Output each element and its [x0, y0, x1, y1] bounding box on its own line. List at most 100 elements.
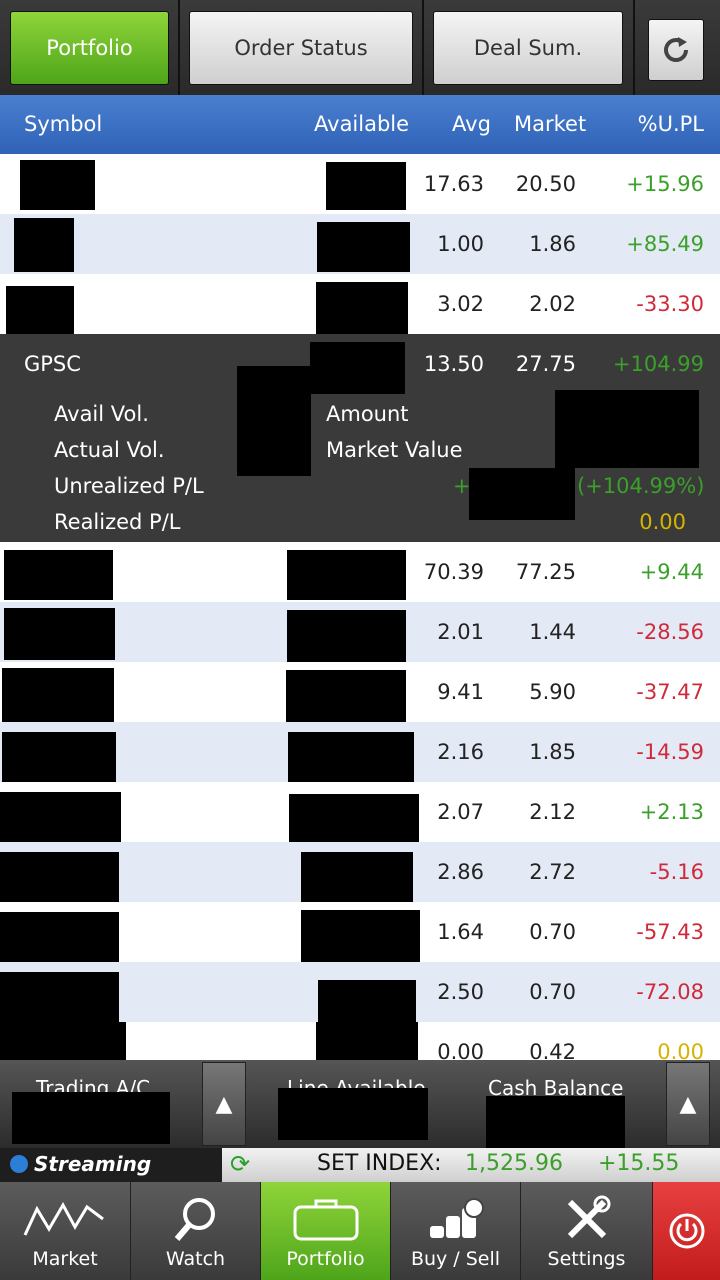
power-icon [653, 1206, 720, 1256]
row-market: 77.25 [516, 560, 576, 584]
nav-market-label: Market [0, 1248, 130, 1270]
account-summary-bar: Trading A/C ▲ Line Available Cash Balanc… [0, 1060, 720, 1148]
up-arrow-icon: ▲ [216, 1092, 233, 1117]
nav-watch-label: Watch [131, 1248, 260, 1270]
nav-buy-sell[interactable]: Buy / Sell [391, 1182, 521, 1280]
row-upl: +85.49 [626, 232, 704, 256]
row-market: 0.70 [529, 980, 576, 1004]
row-market: 20.50 [516, 172, 576, 196]
table-row[interactable]: 9.41 5.90 -37.47 [0, 662, 720, 722]
expanded-symbol: GPSC [24, 352, 81, 376]
index-ticker-bar: Streaming ⟳ SET INDEX: 1,525.96 +15.55 [0, 1148, 720, 1182]
set-index-change: +15.55 [598, 1151, 679, 1176]
table-row[interactable]: 1.00 1.86 +85.49 [0, 214, 720, 274]
unrealized-pct: (+104.99%) [577, 474, 704, 498]
expanded-avg: 13.50 [424, 352, 484, 376]
nav-market[interactable]: Market [0, 1182, 131, 1280]
set-index-label: SET INDEX: [317, 1151, 442, 1176]
redacted-volumes [237, 366, 311, 476]
avail-vol-label: Avail Vol. [54, 402, 149, 426]
portfolio-table-header: Symbol Available Avg Market %U.PL [0, 95, 720, 154]
briefcase-icon [261, 1194, 390, 1244]
redacted-symbol [0, 972, 119, 1022]
table-row[interactable]: 0.00 0.42 0.00 [0, 1022, 720, 1060]
tab-portfolio[interactable]: Portfolio [10, 11, 169, 85]
table-row[interactable]: 2.86 2.72 -5.16 [0, 842, 720, 902]
redacted-available [301, 852, 413, 902]
redacted-available [326, 162, 406, 210]
power-button[interactable] [653, 1182, 720, 1280]
realized-pl-label: Realized P/L [54, 510, 181, 534]
redacted-available [286, 670, 406, 722]
redacted-symbol [4, 550, 113, 600]
tab-deal-summary[interactable]: Deal Sum. [433, 11, 623, 85]
up-arrow-icon: ▲ [680, 1092, 697, 1117]
nav-watch[interactable]: Watch [131, 1182, 261, 1280]
row-market: 1.44 [529, 620, 576, 644]
redacted-symbol [2, 668, 114, 722]
row-upl: 0.00 [657, 1040, 704, 1060]
table-row[interactable]: 2.50 0.70 -72.08 [0, 962, 720, 1022]
bottom-navigation: Market Watch Portfolio Buy / Sell Settin… [0, 1182, 720, 1280]
header-upl: %U.PL [638, 112, 704, 136]
row-avg: 2.86 [437, 860, 484, 884]
row-avg: 70.39 [424, 560, 484, 584]
tools-icon [521, 1194, 652, 1244]
row-upl: -5.16 [650, 860, 704, 884]
table-row[interactable]: 1.64 0.70 -57.43 [0, 902, 720, 962]
market-value-label: Market Value [326, 438, 463, 462]
streaming-label: Streaming [34, 1152, 151, 1176]
redacted-available [288, 732, 414, 782]
redacted-symbol [2, 732, 116, 782]
row-market: 2.72 [529, 860, 576, 884]
nav-portfolio-label: Portfolio [261, 1248, 390, 1270]
row-avg: 1.00 [437, 232, 484, 256]
redacted-available [316, 282, 408, 334]
row-upl: -33.30 [636, 292, 704, 316]
row-avg: 1.64 [437, 920, 484, 944]
row-upl: -14.59 [636, 740, 704, 764]
market-chart-icon [0, 1194, 130, 1244]
row-market: 0.42 [529, 1040, 576, 1060]
table-row[interactable]: 17.63 20.50 +15.96 [0, 154, 720, 214]
table-row[interactable]: 2.01 1.44 -28.56 [0, 602, 720, 662]
row-market: 0.70 [529, 920, 576, 944]
top-tab-bar: Portfolio Order Status Deal Sum. [0, 0, 720, 95]
row-market: 2.12 [529, 800, 576, 824]
unrealized-pl-label: Unrealized P/L [54, 474, 204, 498]
tab-order-status-label: Order Status [234, 36, 367, 60]
tab-order-status[interactable]: Order Status [189, 11, 413, 85]
row-market: 5.90 [529, 680, 576, 704]
sync-icon[interactable]: ⟳ [230, 1150, 250, 1178]
header-avg: Avg [452, 112, 491, 136]
expanded-market: 27.75 [516, 352, 576, 376]
table-row[interactable]: 2.16 1.85 -14.59 [0, 722, 720, 782]
table-row[interactable]: 70.39 77.25 +9.44 [0, 542, 720, 602]
row-upl: +9.44 [640, 560, 704, 584]
expand-summary-button[interactable]: ▲ [666, 1062, 710, 1146]
redacted-symbol [0, 852, 119, 902]
refresh-button[interactable] [648, 19, 704, 81]
row-upl: -57.43 [636, 920, 704, 944]
redacted-symbol [4, 608, 115, 660]
set-index-value: 1,525.96 [465, 1151, 563, 1176]
redacted-available [287, 610, 406, 662]
row-avg: 2.16 [437, 740, 484, 764]
tab-separator [178, 0, 180, 95]
set-index-panel[interactable]: ⟳ SET INDEX: 1,525.96 +15.55 [222, 1148, 720, 1182]
redacted-available [301, 910, 420, 962]
redacted-symbol [0, 1022, 126, 1060]
nav-settings[interactable]: Settings [521, 1182, 653, 1280]
redacted-symbol [20, 160, 95, 210]
expanded-position-detail[interactable]: GPSC 13.50 27.75 +104.99 Avail Vol. Actu… [0, 334, 720, 542]
nav-portfolio[interactable]: Portfolio [261, 1182, 391, 1280]
tab-deal-summary-label: Deal Sum. [474, 36, 582, 60]
row-avg: 2.01 [437, 620, 484, 644]
expand-summary-button[interactable]: ▲ [202, 1062, 246, 1146]
nav-settings-label: Settings [521, 1248, 652, 1270]
table-row[interactable]: 3.02 2.02 -33.30 [0, 274, 720, 334]
redacted-available [287, 550, 406, 600]
redacted-symbol [0, 792, 121, 842]
table-row[interactable]: 2.07 2.12 +2.13 [0, 782, 720, 842]
redacted-symbol [0, 912, 119, 962]
